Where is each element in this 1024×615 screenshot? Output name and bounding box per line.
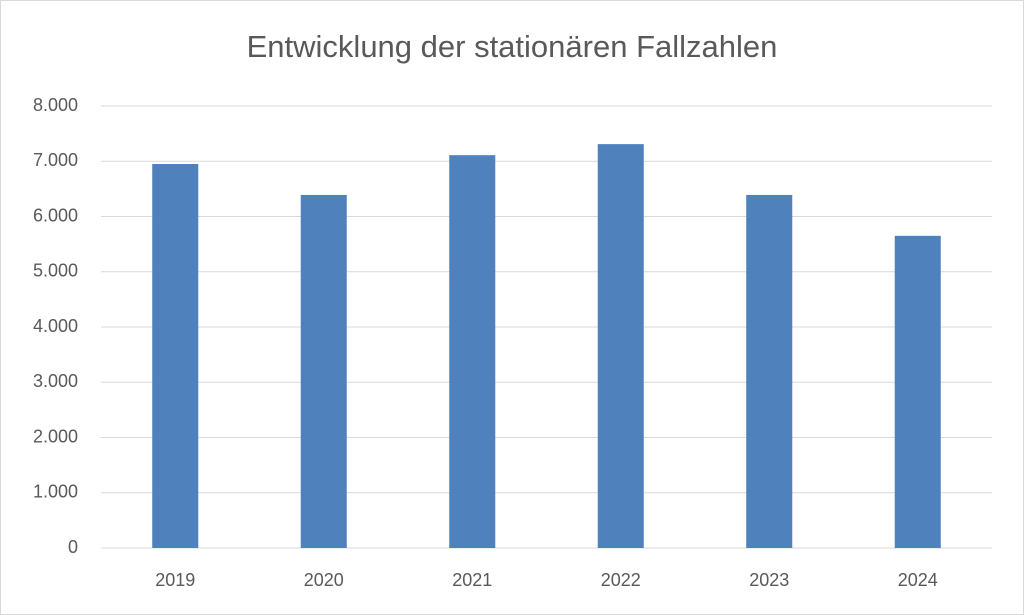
bar (597, 144, 644, 548)
x-tick-label: 2024 (898, 570, 938, 590)
x-tick-label: 2019 (155, 570, 195, 590)
chart-title: Entwicklung der stationären Fallzahlen (247, 29, 778, 64)
bar (449, 155, 496, 549)
x-tick-label: 2021 (452, 570, 492, 590)
bar (152, 164, 199, 548)
y-tick-label: 3.000 (33, 371, 78, 391)
y-tick-label: 6.000 (33, 205, 78, 225)
y-tick-label: 7.000 (33, 150, 78, 170)
x-tick-label: 2020 (304, 570, 344, 590)
y-tick-label: 1.000 (33, 482, 78, 502)
x-tick-label: 2022 (601, 570, 641, 590)
y-tick-label: 5.000 (33, 261, 78, 281)
bar (894, 235, 941, 548)
x-tick-label: 2023 (749, 570, 789, 590)
y-tick-label: 2.000 (33, 426, 78, 446)
y-tick-label: 8.000 (33, 95, 78, 115)
bar (746, 194, 793, 548)
y-tick-label: 4.000 (33, 316, 78, 336)
bar (300, 194, 347, 548)
y-tick-label: 0 (68, 537, 78, 557)
